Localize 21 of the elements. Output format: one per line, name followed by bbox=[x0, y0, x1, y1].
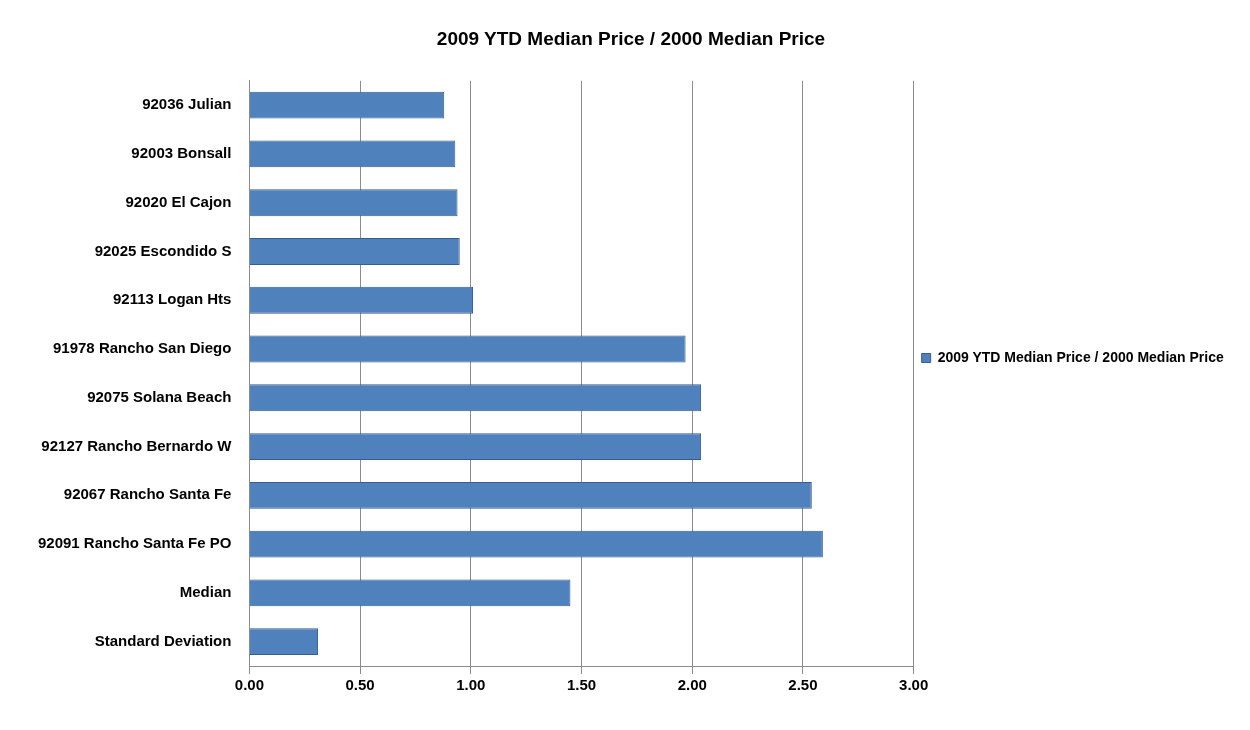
y-tick-label: Standard Deviation bbox=[94, 631, 232, 649]
y-tick-label: 92127 Rancho Bernardo W bbox=[41, 436, 233, 454]
x-tick-label: 1.00 bbox=[456, 676, 486, 694]
x-tick-label: 0.00 bbox=[234, 676, 265, 694]
chart-title: 2009 YTD Median Price / 2000 Median Price bbox=[436, 27, 826, 49]
y-tick-label: 92075 Solana Beach bbox=[87, 387, 232, 405]
y-tick-label: 92067 Rancho Santa Fe bbox=[63, 485, 232, 503]
x-tick-label: 2.00 bbox=[677, 676, 707, 694]
y-tick-label: 92036 Julian bbox=[142, 95, 232, 113]
x-tick-label: 3.00 bbox=[899, 676, 929, 694]
y-tick-label: 92113 Logan Hts bbox=[113, 290, 232, 308]
x-tick-label: 1.50 bbox=[566, 676, 597, 694]
legend-label: 2009 YTD Median Price / 2000 Median Price bbox=[937, 348, 1224, 365]
y-tick-label: 92025 Escondido S bbox=[94, 241, 232, 259]
y-tick-label: 92003 Bonsall bbox=[131, 144, 232, 162]
y-tick-label: 92091 Rancho Santa Fe PO bbox=[37, 534, 232, 552]
y-tick-label: Median bbox=[179, 582, 232, 600]
y-tick-label: 92020 El Cajon bbox=[125, 192, 232, 210]
x-tick-label: 2.50 bbox=[788, 676, 818, 694]
x-tick-label: 0.50 bbox=[345, 676, 375, 694]
y-tick-label: 91978 Rancho San Diego bbox=[53, 339, 232, 357]
